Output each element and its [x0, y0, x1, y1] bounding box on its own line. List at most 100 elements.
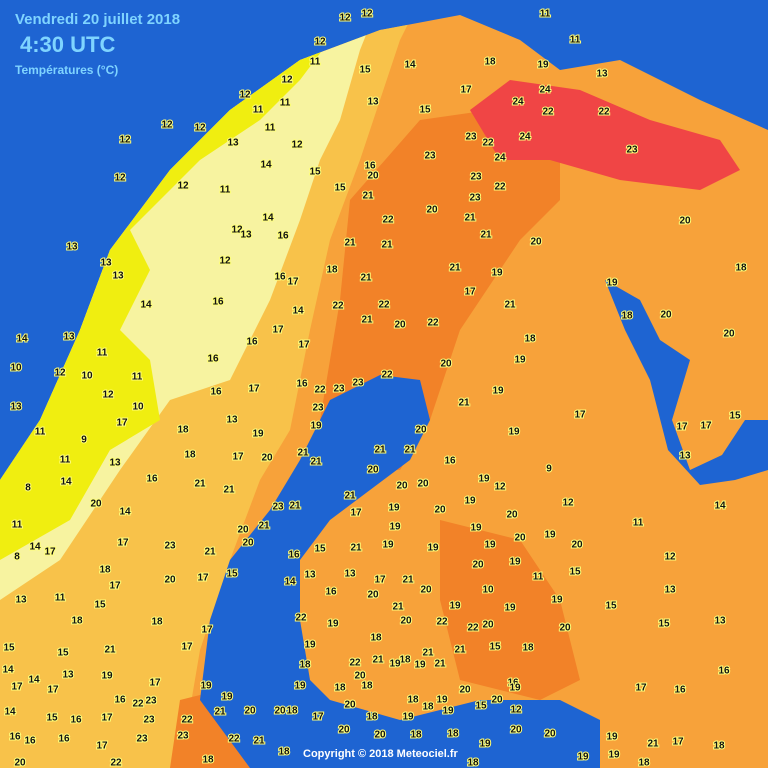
station-temp: 18: [522, 643, 534, 654]
station-temp: 17: [672, 737, 684, 748]
station-temp: 19: [414, 660, 426, 671]
station-temp: 14: [119, 507, 131, 518]
station-temp: 16: [325, 587, 337, 598]
station-temp: 11: [220, 185, 231, 196]
station-temp: 10: [132, 402, 144, 413]
station-temp: 13: [63, 332, 75, 343]
station-temp: 19: [509, 683, 521, 694]
station-temp: 19: [479, 739, 491, 750]
station-temp: 22: [542, 107, 554, 118]
station-temp: 12: [194, 123, 206, 134]
station-temp: 23: [424, 151, 436, 162]
station-temp: 17: [117, 538, 129, 549]
station-temp: 14: [16, 334, 28, 345]
station-temp: 17: [298, 340, 310, 351]
station-temp: 16: [718, 666, 730, 677]
station-temp: 11: [533, 572, 544, 583]
station-temp: 13: [112, 271, 124, 282]
station-temp: 21: [194, 479, 206, 490]
station-temp: 12: [562, 498, 574, 509]
station-temp: 15: [94, 600, 106, 611]
station-temp: 18: [361, 681, 373, 692]
station-temp: 20: [440, 359, 452, 370]
station-temp: 21: [381, 240, 393, 251]
station-temp: 22: [381, 370, 393, 381]
station-temp: 19: [544, 530, 556, 541]
station-temp: 17: [374, 575, 386, 586]
station-temp: 9: [81, 435, 87, 446]
station-temp: 13: [664, 585, 676, 596]
station-temp: 17: [464, 287, 476, 298]
station-temp: 21: [310, 457, 322, 468]
station-temp: 14: [140, 300, 152, 311]
station-temp: 21: [204, 547, 216, 558]
station-temp: 20: [367, 465, 379, 476]
station-temp: 11: [60, 455, 71, 466]
station-temp: 13: [227, 138, 239, 149]
station-temp: 12: [231, 225, 243, 236]
station-temp: 19: [470, 523, 482, 534]
station-temp: 15: [359, 65, 371, 76]
station-temp: 12: [161, 120, 173, 131]
station-temp: 15: [729, 411, 741, 422]
station-temp: 18: [713, 741, 725, 752]
station-temp: 13: [304, 570, 316, 581]
station-temp: 23: [145, 696, 157, 707]
station-temp: 12: [281, 75, 293, 86]
station-temp: 16: [674, 685, 686, 696]
station-temp: 19: [514, 355, 526, 366]
station-temp: 18: [286, 706, 298, 717]
station-temp: 24: [512, 97, 524, 108]
station-temp: 12: [510, 705, 522, 716]
station-temp: 19: [304, 640, 316, 651]
station-temp: 21: [434, 659, 446, 670]
station-temp: 21: [214, 707, 226, 718]
station-temp: 17: [197, 573, 209, 584]
station-temp: 14: [2, 665, 14, 676]
station-temp: 19: [577, 752, 589, 763]
copyright: Copyright © 2018 Meteociel.fr: [303, 748, 459, 760]
station-temp: 23: [626, 145, 638, 156]
station-temp: 21: [361, 315, 373, 326]
station-temp: 19: [608, 750, 620, 761]
station-temp: 11: [310, 57, 321, 68]
station-temp: 18: [447, 729, 459, 740]
station-temp: 12: [494, 482, 506, 493]
station-temp: 11: [55, 593, 66, 604]
station-temp: 20: [472, 560, 484, 571]
station-temp: 12: [219, 256, 231, 267]
station-temp: 12: [664, 552, 676, 563]
station-temp: 16: [444, 456, 456, 467]
station-temp: 16: [364, 161, 376, 172]
station-temp: 15: [314, 544, 326, 555]
station-temp: 22: [349, 658, 361, 669]
station-temp: 20: [426, 205, 438, 216]
station-temp: 20: [338, 725, 350, 736]
station-temp: 10: [482, 585, 494, 596]
station-temp: 17: [350, 508, 362, 519]
station-temp: 13: [714, 616, 726, 627]
station-temp: 21: [422, 648, 434, 659]
station-temp: 13: [367, 97, 379, 108]
station-temp: 20: [571, 540, 583, 551]
station-temp: 21: [404, 445, 416, 456]
time: 4:30 UTC: [20, 32, 115, 57]
station-temp: 19: [388, 503, 400, 514]
station-temp: 13: [226, 415, 238, 426]
station-temp: 20: [459, 685, 471, 696]
station-temp: 14: [29, 542, 41, 553]
station-temp: 22: [181, 715, 193, 726]
station-temp: 19: [537, 60, 549, 71]
station-temp: 19: [252, 429, 264, 440]
date: Vendredi 20 juillet 2018: [15, 11, 180, 28]
station-temp: 16: [212, 297, 224, 308]
station-temp: 21: [392, 602, 404, 613]
station-temp: 15: [475, 701, 487, 712]
station-temp: 19: [449, 601, 461, 612]
station-temp: 16: [274, 272, 286, 283]
station-temp: 21: [223, 485, 235, 496]
station-temp: 17: [101, 713, 113, 724]
station-temp: 21: [402, 575, 414, 586]
station-temp: 16: [207, 354, 219, 365]
